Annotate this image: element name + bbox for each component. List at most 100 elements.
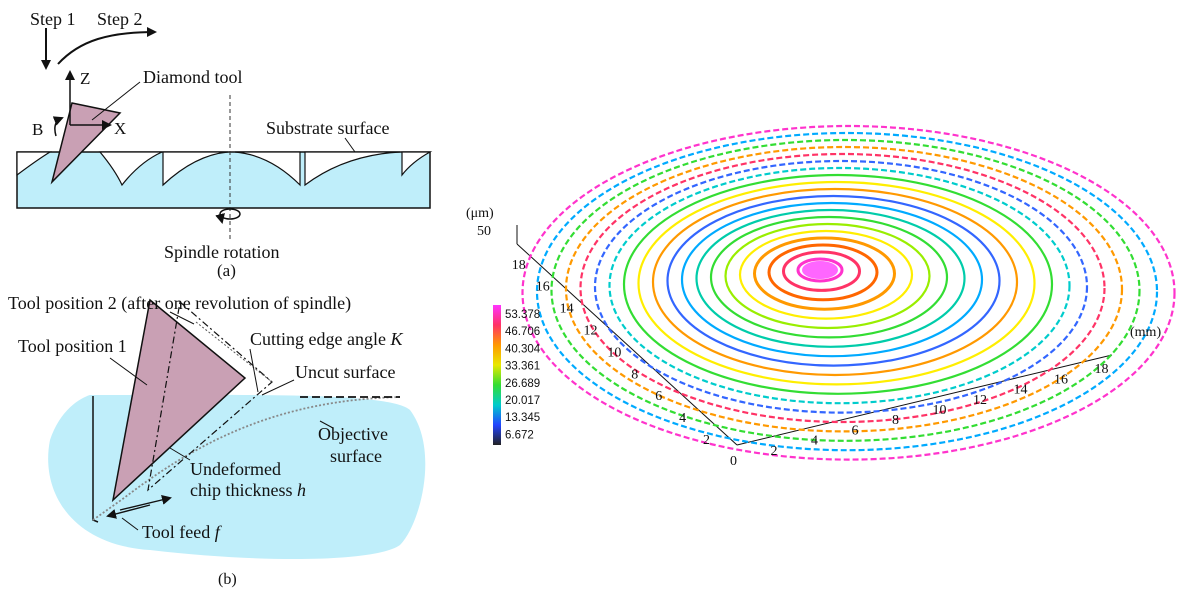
feed-arrow-right [119, 495, 172, 511]
y-tick-label: 10 [607, 345, 621, 360]
surface-ring [666, 194, 1001, 367]
y-tick-label: 8 [631, 367, 638, 382]
colorbar-label: 6.672 [505, 429, 534, 441]
chip-leader [169, 447, 191, 461]
cutting-angle-symbol: K [389, 329, 403, 349]
uncut-leader [261, 379, 295, 396]
colorbar-label: 26.689 [505, 378, 540, 390]
tool-position-2 [147, 300, 273, 492]
x-tick-label: 12 [973, 393, 987, 408]
y-tick-label: 12 [584, 324, 598, 339]
colorbar-label: 33.361 [505, 361, 540, 373]
y-tick-label: 6 [655, 389, 662, 404]
x-tick-label: 6 [852, 423, 859, 438]
tool-position-1 [111, 298, 247, 503]
step2-label: Step 2 [97, 9, 143, 29]
surface-ring [709, 215, 949, 339]
x-tick-label: 10 [933, 403, 947, 418]
surface-ring [593, 159, 1089, 414]
objective-label-line2: surface [330, 446, 382, 466]
x-tick-label: 16 [1054, 372, 1068, 387]
colorbar-labels: 53.378 46.706 40.304 33.361 26.689 20.017 13.3… [505, 309, 541, 441]
step2-arrow [57, 27, 157, 65]
x-tick-label: 2 [771, 444, 778, 459]
substrate-label: Substrate surface [266, 118, 389, 138]
chip-symbol: h [297, 480, 306, 500]
caption-a: (a) [217, 261, 236, 280]
spindle-label: Spindle rotation [164, 242, 280, 262]
objective-leader [319, 420, 334, 429]
colorbar-label: 46.706 [505, 326, 540, 338]
b-axis-label: B [32, 120, 43, 139]
surface-ring [608, 166, 1071, 405]
surface-ring [622, 173, 1054, 395]
colorbar: 53.378 46.706 40.304 33.361 26.689 20.017 13.3… [493, 305, 541, 445]
diamond-tool-label: Diamond tool [143, 67, 243, 87]
feed-arrow-left [106, 504, 151, 519]
y-tick-labels: 2 4 6 8 10 12 14 16 18 [512, 258, 710, 448]
surface-ring [579, 152, 1106, 424]
panel-b: Tool position 2 (after one revolution of… [8, 293, 426, 588]
surface-ring [564, 145, 1124, 433]
surface-ring [738, 229, 914, 320]
cutting-angle-text: Cutting edge angle [250, 329, 390, 349]
x-tick-label: 14 [1014, 383, 1028, 398]
colorbar-label: 20.017 [505, 395, 540, 407]
surface-plot: (μm) 50 (mm) 0 2 4 6 8 10 12 14 16 18 2 4 6 8 10 12 14 1… [466, 124, 1176, 469]
surface-ring [695, 208, 966, 348]
surface-ring [637, 180, 1036, 386]
surface-rings [521, 124, 1176, 461]
caption-b: (b) [218, 571, 237, 588]
colorbar-label: 53.378 [505, 309, 540, 321]
surface-ring [521, 124, 1176, 461]
cutting-angle-label: Cutting edge angle K [250, 329, 403, 349]
cutting-angle-leader [249, 348, 259, 393]
colorbar-label: 13.345 [505, 412, 540, 424]
y-tick-label: 16 [536, 280, 550, 295]
workpiece-block [16, 151, 431, 209]
feed-leader [121, 517, 139, 531]
x-axis-label: X [114, 119, 126, 138]
surface-ring [767, 243, 879, 302]
z-axis-label: Z [80, 69, 90, 88]
surface-ring [651, 187, 1019, 377]
tool-leader [91, 81, 141, 121]
y-tick-label: 2 [703, 433, 710, 448]
x-tick-labels: 0 2 4 6 8 10 12 14 16 18 [730, 362, 1109, 469]
surface-ring [724, 222, 931, 330]
substrate-leader [344, 137, 356, 153]
step1-label: Step 1 [30, 9, 76, 29]
objective-label-line1: Objective [318, 424, 388, 444]
chip-label-line2: chip thickness h [190, 480, 306, 500]
panel-a: Step 1 Step 2 Z X B Diamond tool Substra… [16, 9, 433, 280]
objective-surface-line [92, 396, 401, 521]
tool-pos1-leader [109, 357, 148, 386]
z-tick-50: 50 [477, 224, 491, 239]
feed-text: Tool feed [142, 522, 215, 542]
surface-ring [535, 131, 1159, 452]
chip-text: chip thickness [190, 480, 297, 500]
z-unit-label: (μm) [466, 206, 494, 221]
feed-symbol: f [215, 522, 223, 542]
surface-center [802, 261, 838, 279]
y-tick-label: 4 [679, 411, 686, 426]
x-tick-label: 18 [1095, 362, 1109, 377]
uncut-surface-label: Uncut surface [295, 362, 395, 382]
y-tick-label: 14 [560, 302, 574, 317]
x-tick-label: 4 [811, 434, 818, 449]
tool-position-1-label: Tool position 1 [18, 336, 127, 356]
groove-pattern [16, 151, 433, 187]
surface-ring [680, 201, 984, 358]
colorbar-strip [493, 305, 501, 445]
x-unit-label: (mm) [1130, 325, 1161, 340]
surface-ring [796, 257, 844, 283]
x-tick-label: 0 [730, 454, 737, 469]
surface-ring [753, 236, 896, 311]
surface-ring [782, 250, 861, 292]
feed-label: Tool feed f [142, 522, 223, 542]
tool-position-2-label: Tool position 2 (after one revolution of… [8, 293, 351, 314]
surface-ring [550, 138, 1141, 442]
cutting-edge-reference [195, 321, 273, 383]
b-rotation-arrow [52, 116, 64, 137]
